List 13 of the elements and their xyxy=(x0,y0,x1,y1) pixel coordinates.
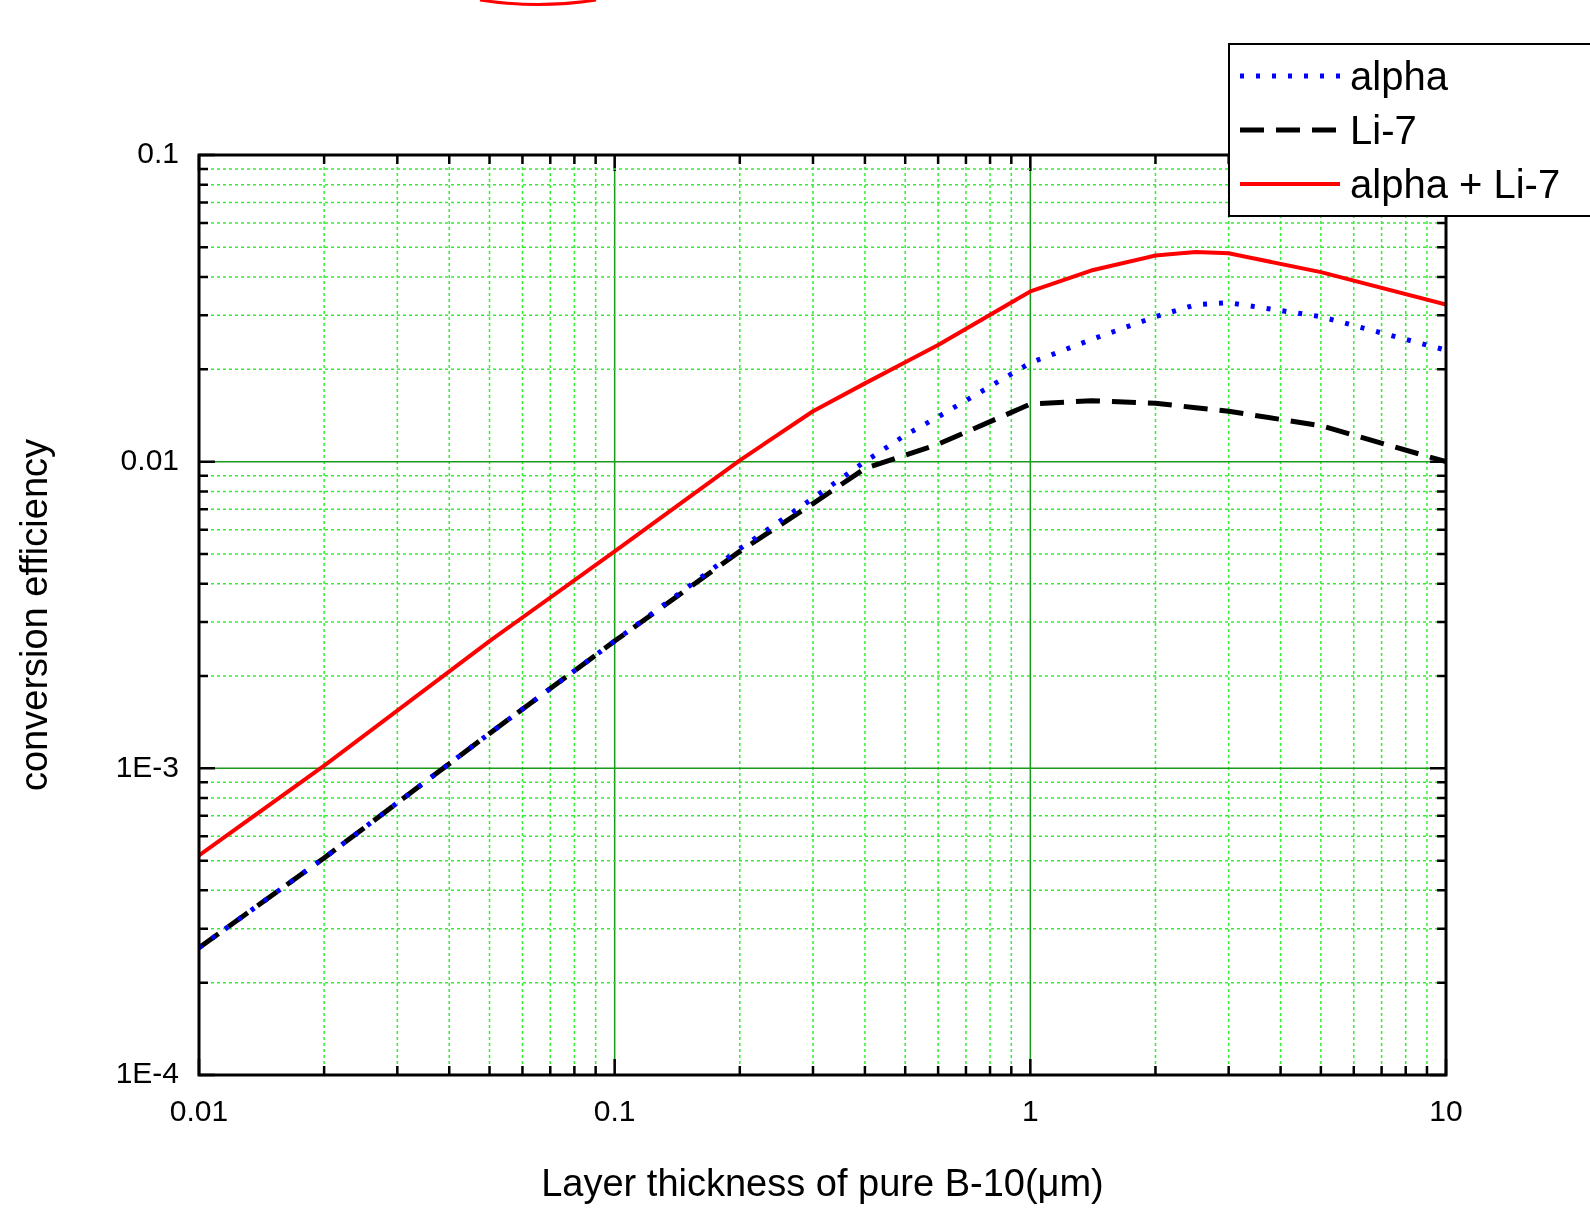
x-tick-label: 0.1 xyxy=(593,1094,636,1128)
x-tick-label: 1 xyxy=(1021,1094,1039,1128)
legend-label: alpha + Li-7 xyxy=(1350,161,1561,207)
y-tick-label: 0.1 xyxy=(137,136,179,170)
y-tick-label: 1E-3 xyxy=(115,749,179,783)
x-axis-title: Layer thickness of pure B-10(μm) xyxy=(541,1161,1104,1204)
y-axis-title: conversion efficiency xyxy=(13,438,56,792)
legend-label: alpha xyxy=(1350,53,1448,99)
x-tick-label: 0.01 xyxy=(169,1094,229,1128)
legend-label: Li-7 xyxy=(1350,107,1417,153)
y-tick-label: 1E-4 xyxy=(115,1056,179,1090)
x-tick-label: 10 xyxy=(1429,1094,1463,1128)
y-tick-label: 0.01 xyxy=(120,442,179,476)
